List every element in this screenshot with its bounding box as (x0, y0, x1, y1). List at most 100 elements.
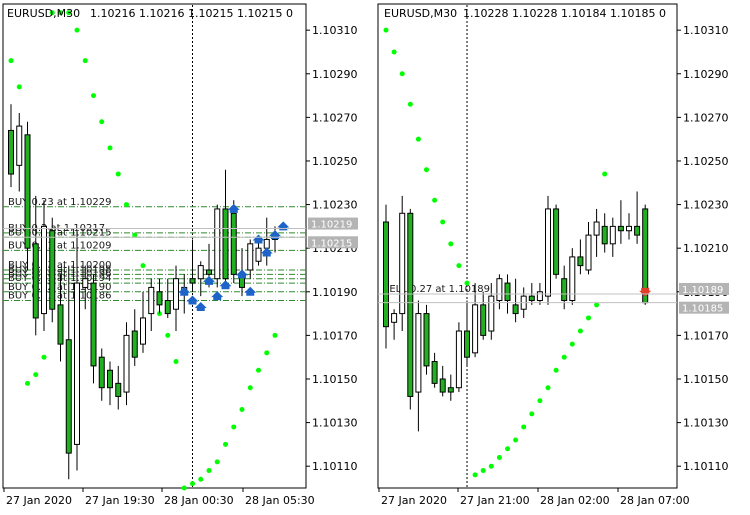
order-label: BUY 0.23 at 1.10196 (8, 269, 112, 280)
sar-dot (521, 424, 527, 430)
candle-body (156, 291, 163, 306)
candle-body (512, 304, 519, 315)
buy-arrow-icon (186, 295, 199, 305)
candle-body (131, 330, 138, 358)
candle-body (585, 234, 592, 271)
chart-window-right[interactable]: SELL 0.27 at 1.10189 EURUSD,M30 1.10228 … (377, 3, 729, 507)
sar-dot (594, 302, 600, 308)
candle-body (222, 208, 229, 280)
sar-dot (124, 202, 129, 208)
sar-dot (496, 454, 502, 460)
candle-body (49, 230, 56, 310)
y-tick-label: 1.10170 (683, 329, 729, 342)
candle-body (634, 225, 641, 236)
order-label: BUY 0.21 at 1.10186 (8, 291, 112, 302)
sar-dot (391, 49, 397, 55)
candle-body (90, 282, 97, 367)
sar-dot (223, 441, 228, 447)
sell-arrow-icon (639, 287, 652, 297)
sar-dot (480, 468, 486, 474)
sar-dot (432, 197, 438, 203)
buy-arrow-icon (203, 275, 215, 285)
y-tick-label: 1.10270 (312, 111, 358, 124)
sar-dot (41, 354, 47, 360)
sar-dot (505, 446, 510, 452)
y-tick-label: 1.10150 (312, 373, 358, 386)
sar-dot (424, 167, 429, 173)
candle-body (439, 378, 446, 393)
price-tag-box (308, 217, 358, 230)
sar-dot (586, 315, 591, 321)
x-tick-label: 28 Jan 05:30 (245, 494, 315, 507)
candle-body (447, 387, 454, 393)
sar-dot (399, 71, 405, 77)
candle-body (609, 225, 616, 245)
price-tag-label: 1.10185 (682, 304, 723, 315)
sar-dot (256, 367, 261, 373)
candle-body (32, 243, 39, 319)
buy-arrow-icon (194, 302, 207, 312)
y-tick-label: 1.10290 (683, 68, 729, 81)
candle-body (98, 356, 105, 389)
x-tick-label: 27 Jan 19:30 (85, 494, 155, 507)
candle-body (140, 317, 146, 345)
sar-dot (33, 372, 39, 378)
candle-body (255, 247, 262, 262)
sar-dot (58, 10, 63, 16)
price-tag-label: 1.10215 (311, 238, 352, 249)
y-tick-label: 1.10310 (683, 24, 729, 37)
sar-dot (165, 332, 171, 338)
y-tick-label: 1.10250 (683, 155, 729, 168)
candle-body (528, 295, 535, 302)
sar-dot (74, 27, 80, 33)
buy-arrow-icon (178, 286, 191, 296)
buy-arrow-icon (236, 269, 248, 279)
candle-body (16, 125, 23, 166)
order-label: BUY 0.21 at 1.10209 (8, 240, 112, 251)
x-tick-label: 28 Jan 02:00 (540, 494, 610, 507)
sar-dot (577, 328, 583, 334)
candle-body (415, 313, 422, 393)
price-tag-label: 1.10189 (682, 285, 723, 296)
y-tick-label: 1.10130 (683, 417, 729, 430)
chart-quote: 1.10216 1.10216 1.10215 1.10215 0 (90, 7, 293, 20)
sar-dot (190, 481, 195, 487)
sar-dot (602, 171, 608, 177)
sar-dot (115, 171, 121, 177)
price-axis: 1.10310 1.10290 1.10270 1.10250 1.10230 1.102… (677, 24, 729, 473)
sar-dot (247, 385, 253, 391)
candle-body (197, 265, 204, 280)
price-tags: 1.10219 1.10215 (308, 217, 358, 249)
candle-body (504, 282, 511, 302)
x-tick-label: 27 Jan 21:00 (460, 494, 530, 507)
candle-body (536, 291, 543, 302)
candle-body (423, 313, 430, 367)
candle-body (230, 212, 237, 275)
price-tag-box (679, 301, 729, 314)
candle-body (173, 278, 179, 310)
price-axis: 1.10310 1.10290 1.10270 1.10250 1.10230 1.102… (306, 24, 358, 473)
candle-body (263, 238, 270, 249)
candle-body (496, 278, 503, 302)
sar-dot (272, 332, 278, 338)
y-tick-label: 1.10170 (312, 329, 358, 342)
sar-dot (132, 232, 138, 238)
y-tick-label: 1.10130 (312, 417, 358, 430)
time-axis: 27 Jan 2020 27 Jan 19:30 28 Jan 00:30 28 Ja… (3, 488, 315, 507)
candle-body (593, 221, 600, 236)
sar-dot (407, 101, 413, 107)
trade-arrows (639, 287, 652, 297)
candle-body (57, 304, 64, 345)
parabolic-sar-dots (383, 27, 608, 478)
sar-dot (537, 398, 543, 404)
candle-body (391, 313, 398, 323)
candle-body (8, 129, 14, 175)
candlesticks (8, 104, 278, 480)
candle-body (24, 134, 31, 249)
candle-body (189, 278, 196, 284)
sar-dot (91, 93, 96, 99)
candle-body (553, 208, 560, 275)
y-tick-label: 1.10290 (312, 68, 358, 81)
buy-arrow-icon (244, 286, 257, 296)
